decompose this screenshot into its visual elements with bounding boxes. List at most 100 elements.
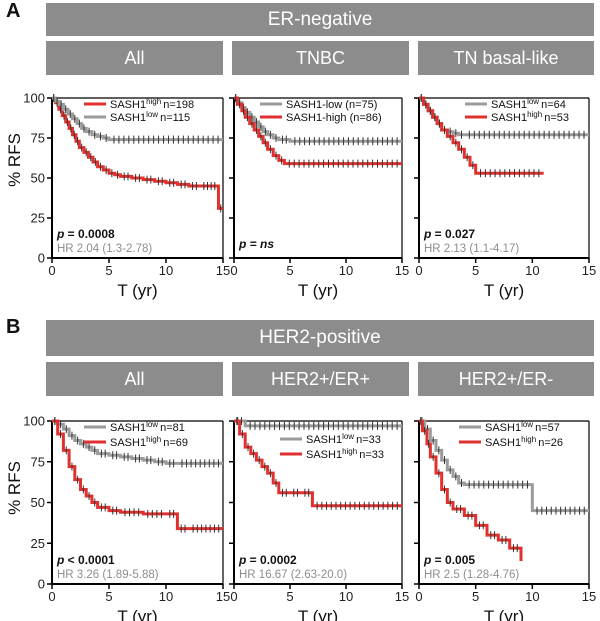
legend-name: SASH1: [110, 437, 146, 449]
x-tick-label: 10: [525, 589, 539, 604]
x-tick-label: 15: [216, 589, 230, 604]
legend-name: SASH1: [306, 434, 342, 446]
x-tick-label: 0: [48, 263, 55, 278]
legend-count: n=115: [160, 112, 190, 124]
x-tick-label: 5: [105, 589, 112, 604]
legend-name: SASH1: [491, 99, 527, 111]
p-value: p = 0.027: [423, 227, 475, 241]
section-letter: B: [6, 316, 21, 338]
legend-name: SASH1: [110, 422, 146, 434]
p-value-text: = ns: [250, 237, 275, 251]
hazard-ratio: HR 3.26 (1.89-5.88): [57, 569, 159, 581]
km-curve-gray: [52, 419, 223, 465]
hazard-ratio: HR 2.13 (1.1-4.17): [424, 243, 519, 255]
section-banner: ER-negative: [46, 3, 594, 36]
legend-label: SASH1low n=33: [306, 432, 381, 446]
p-value-text: = 0.0002: [250, 553, 297, 567]
x-axis-title: T (yr): [298, 607, 338, 621]
panel-banner: TNBC: [232, 41, 409, 75]
legend-count: n=81: [160, 422, 185, 434]
p-value-text: = 0.0008: [68, 227, 115, 241]
x-tick-label: 0: [230, 589, 237, 604]
legend-superscript: high: [342, 447, 357, 456]
km-curve-gray: [234, 419, 402, 428]
km-curve-red: [419, 419, 523, 562]
y-tick-label: 25: [31, 211, 45, 226]
legend-label: SASH1low n=64: [491, 97, 566, 111]
legend-superscript: low: [521, 420, 533, 429]
p-symbol: p: [56, 227, 68, 241]
x-tick-label: 10: [339, 589, 353, 604]
x-tick-label: 5: [472, 263, 479, 278]
x-tick-label: 5: [286, 589, 293, 604]
legend-count: n=26: [538, 437, 563, 449]
x-tick-label: 10: [339, 263, 353, 278]
legend-count: n=33: [359, 449, 384, 461]
p-symbol: p: [238, 553, 250, 567]
x-tick-label: 10: [159, 589, 173, 604]
p-value: p = 0.005: [423, 553, 475, 567]
legend-superscript: low: [146, 110, 158, 119]
hazard-ratio: HR 16.67 (2.63-20.0): [239, 569, 347, 581]
km-curve-red: [419, 96, 544, 175]
legend-superscript: high: [146, 435, 161, 444]
x-tick-label: 15: [216, 263, 230, 278]
y-tick-label: 75: [31, 454, 45, 469]
p-value: p = 0.0008: [56, 227, 115, 241]
x-tick-label: 10: [159, 263, 173, 278]
legend-superscript: low: [146, 420, 158, 429]
legend-name: SASH1: [485, 422, 521, 434]
legend-count: n=64: [541, 99, 566, 111]
legend-label: SASH1high n=69: [110, 435, 188, 449]
x-axis-title: T (yr): [298, 281, 338, 300]
legend-superscript: high: [146, 97, 161, 106]
x-axis-title: T (yr): [117, 607, 157, 621]
x-tick-label: 5: [105, 263, 112, 278]
legend-superscript: high: [527, 110, 542, 119]
p-value: p = ns: [238, 237, 274, 251]
legend-count: n=198: [163, 99, 194, 111]
legend-superscript: low: [527, 97, 539, 106]
legend-superscript: low: [342, 432, 354, 441]
legend-count: n=33: [356, 434, 381, 446]
legend-name: SASH1: [491, 112, 527, 124]
hazard-ratio: HR 2.04 (1.3-2.78): [57, 243, 152, 255]
p-value-text: = 0.005: [435, 553, 476, 567]
p-symbol: p: [238, 237, 250, 251]
p-value-text: < 0.0001: [68, 553, 115, 567]
x-tick-label: 10: [525, 263, 539, 278]
legend-name: SASH1: [306, 449, 342, 461]
legend-name: SASH1: [110, 112, 146, 124]
x-tick-label: 0: [415, 263, 422, 278]
x-tick-label: 5: [472, 589, 479, 604]
legend-label: SASH1-high (n=86): [286, 112, 382, 124]
p-symbol: p: [423, 227, 435, 241]
p-value: p = 0.0002: [238, 553, 297, 567]
legend-label: SASH1low n=57: [485, 420, 560, 434]
legend-name: SASH1: [110, 99, 146, 111]
x-axis-title: T (yr): [117, 281, 157, 300]
p-value-text: = 0.027: [435, 227, 476, 241]
panel-banner: All: [46, 41, 223, 75]
y-tick-label: 25: [31, 536, 45, 551]
legend-label: SASH1low n=81: [110, 420, 185, 434]
x-tick-label: 15: [582, 263, 596, 278]
y-tick-label: 0: [38, 251, 45, 266]
y-tick-label: 100: [23, 414, 45, 429]
legend-name: SASH1-high: [286, 112, 347, 124]
y-tick-label: 50: [31, 495, 45, 510]
x-tick-label: 0: [415, 589, 422, 604]
section-banner: HER2-positive: [46, 320, 594, 356]
hazard-ratio: HR 2.5 (1.28-4.76): [424, 569, 519, 581]
panel-banner: HER2+/ER+: [232, 362, 409, 396]
x-tick-label: 0: [230, 263, 237, 278]
panel-banner: TN basal-like: [418, 41, 594, 75]
x-tick-label: 15: [582, 589, 596, 604]
km-curve-red: [234, 96, 402, 166]
km-curve-red: [52, 96, 223, 210]
legend-superscript: high: [521, 435, 536, 444]
legend-count: n=69: [163, 437, 188, 449]
legend-label: SASH1-low (n=75): [286, 99, 377, 111]
p-value: p < 0.0001: [56, 553, 115, 567]
x-axis-title: T (yr): [484, 607, 524, 621]
